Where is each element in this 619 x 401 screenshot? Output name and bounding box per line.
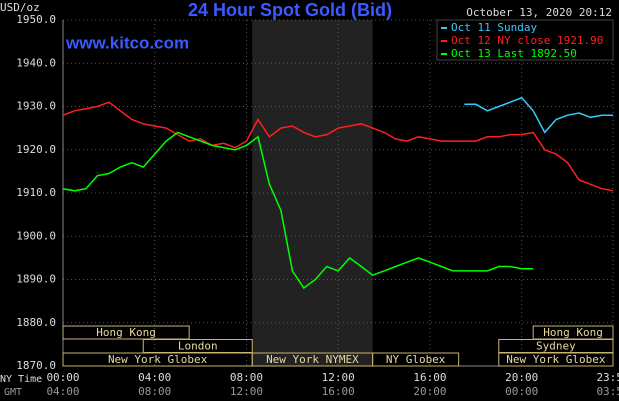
y-tick-label: 1950.0 [16, 13, 56, 26]
y-tick-label: 1900.0 [16, 229, 56, 242]
x-axis-label: NY Time [0, 374, 42, 385]
legend-box [436, 19, 614, 61]
timestamp: October 13, 2020 20:12 [466, 6, 612, 19]
chart-title: 24 Hour Spot Gold (Bid) [188, 0, 392, 20]
legend-label: Oct 12 NY close 1921.90 [451, 34, 603, 47]
series-line [62, 131, 534, 290]
session-label: NY Globex [386, 353, 446, 366]
x2-tick-label: 04:00 [46, 385, 79, 398]
x-tick-label: 20:00 [505, 371, 538, 384]
x2-tick-label: 03:59 [596, 385, 619, 398]
legend-label: Oct 11 Sunday [451, 21, 537, 34]
y-tick-label: 1920.0 [16, 143, 56, 156]
watermark: www.kitco.com [65, 33, 189, 52]
y-tick-label: 1870.0 [16, 359, 56, 372]
session-label: New York Globex [506, 353, 606, 366]
session-box [372, 352, 460, 367]
y-tick-label: 1930.0 [16, 100, 56, 113]
x2-tick-label: 08:00 [138, 385, 171, 398]
session-box [498, 352, 614, 367]
x-tick-label: 00:00 [46, 371, 79, 384]
x2-tick-label: 00:00 [505, 385, 538, 398]
y-tick-label: 1880.0 [16, 316, 56, 329]
series-line [464, 96, 613, 134]
legend-label: Oct 13 Last 1892.50 [451, 47, 577, 60]
session-label: New York Globex [108, 353, 208, 366]
session-label: New York NYMEX [266, 353, 359, 366]
x-tick-label: 23:59 [596, 371, 619, 384]
x2-axis-label: GMT [4, 387, 22, 398]
session-label: Sydney [536, 340, 576, 353]
session-box [62, 325, 190, 340]
x2-tick-label: 12:00 [230, 385, 263, 398]
x-tick-label: 12:00 [322, 371, 355, 384]
x2-tick-label: 16:00 [322, 385, 355, 398]
y-tick-label: 1910.0 [16, 186, 56, 199]
series-line [62, 101, 614, 192]
y-tick-label: 1940.0 [16, 56, 56, 69]
x-tick-label: 04:00 [138, 371, 171, 384]
session-shade [252, 20, 373, 366]
x-tick-label: 08:00 [230, 371, 263, 384]
y-axis-label: USD/oz [0, 1, 40, 14]
x-tick-label: 16:00 [413, 371, 446, 384]
session-label: Hong Kong [543, 326, 603, 339]
session-label: London [178, 340, 218, 353]
session-label: Hong Kong [96, 326, 156, 339]
x2-tick-label: 20:00 [413, 385, 446, 398]
y-tick-label: 1890.0 [16, 273, 56, 286]
